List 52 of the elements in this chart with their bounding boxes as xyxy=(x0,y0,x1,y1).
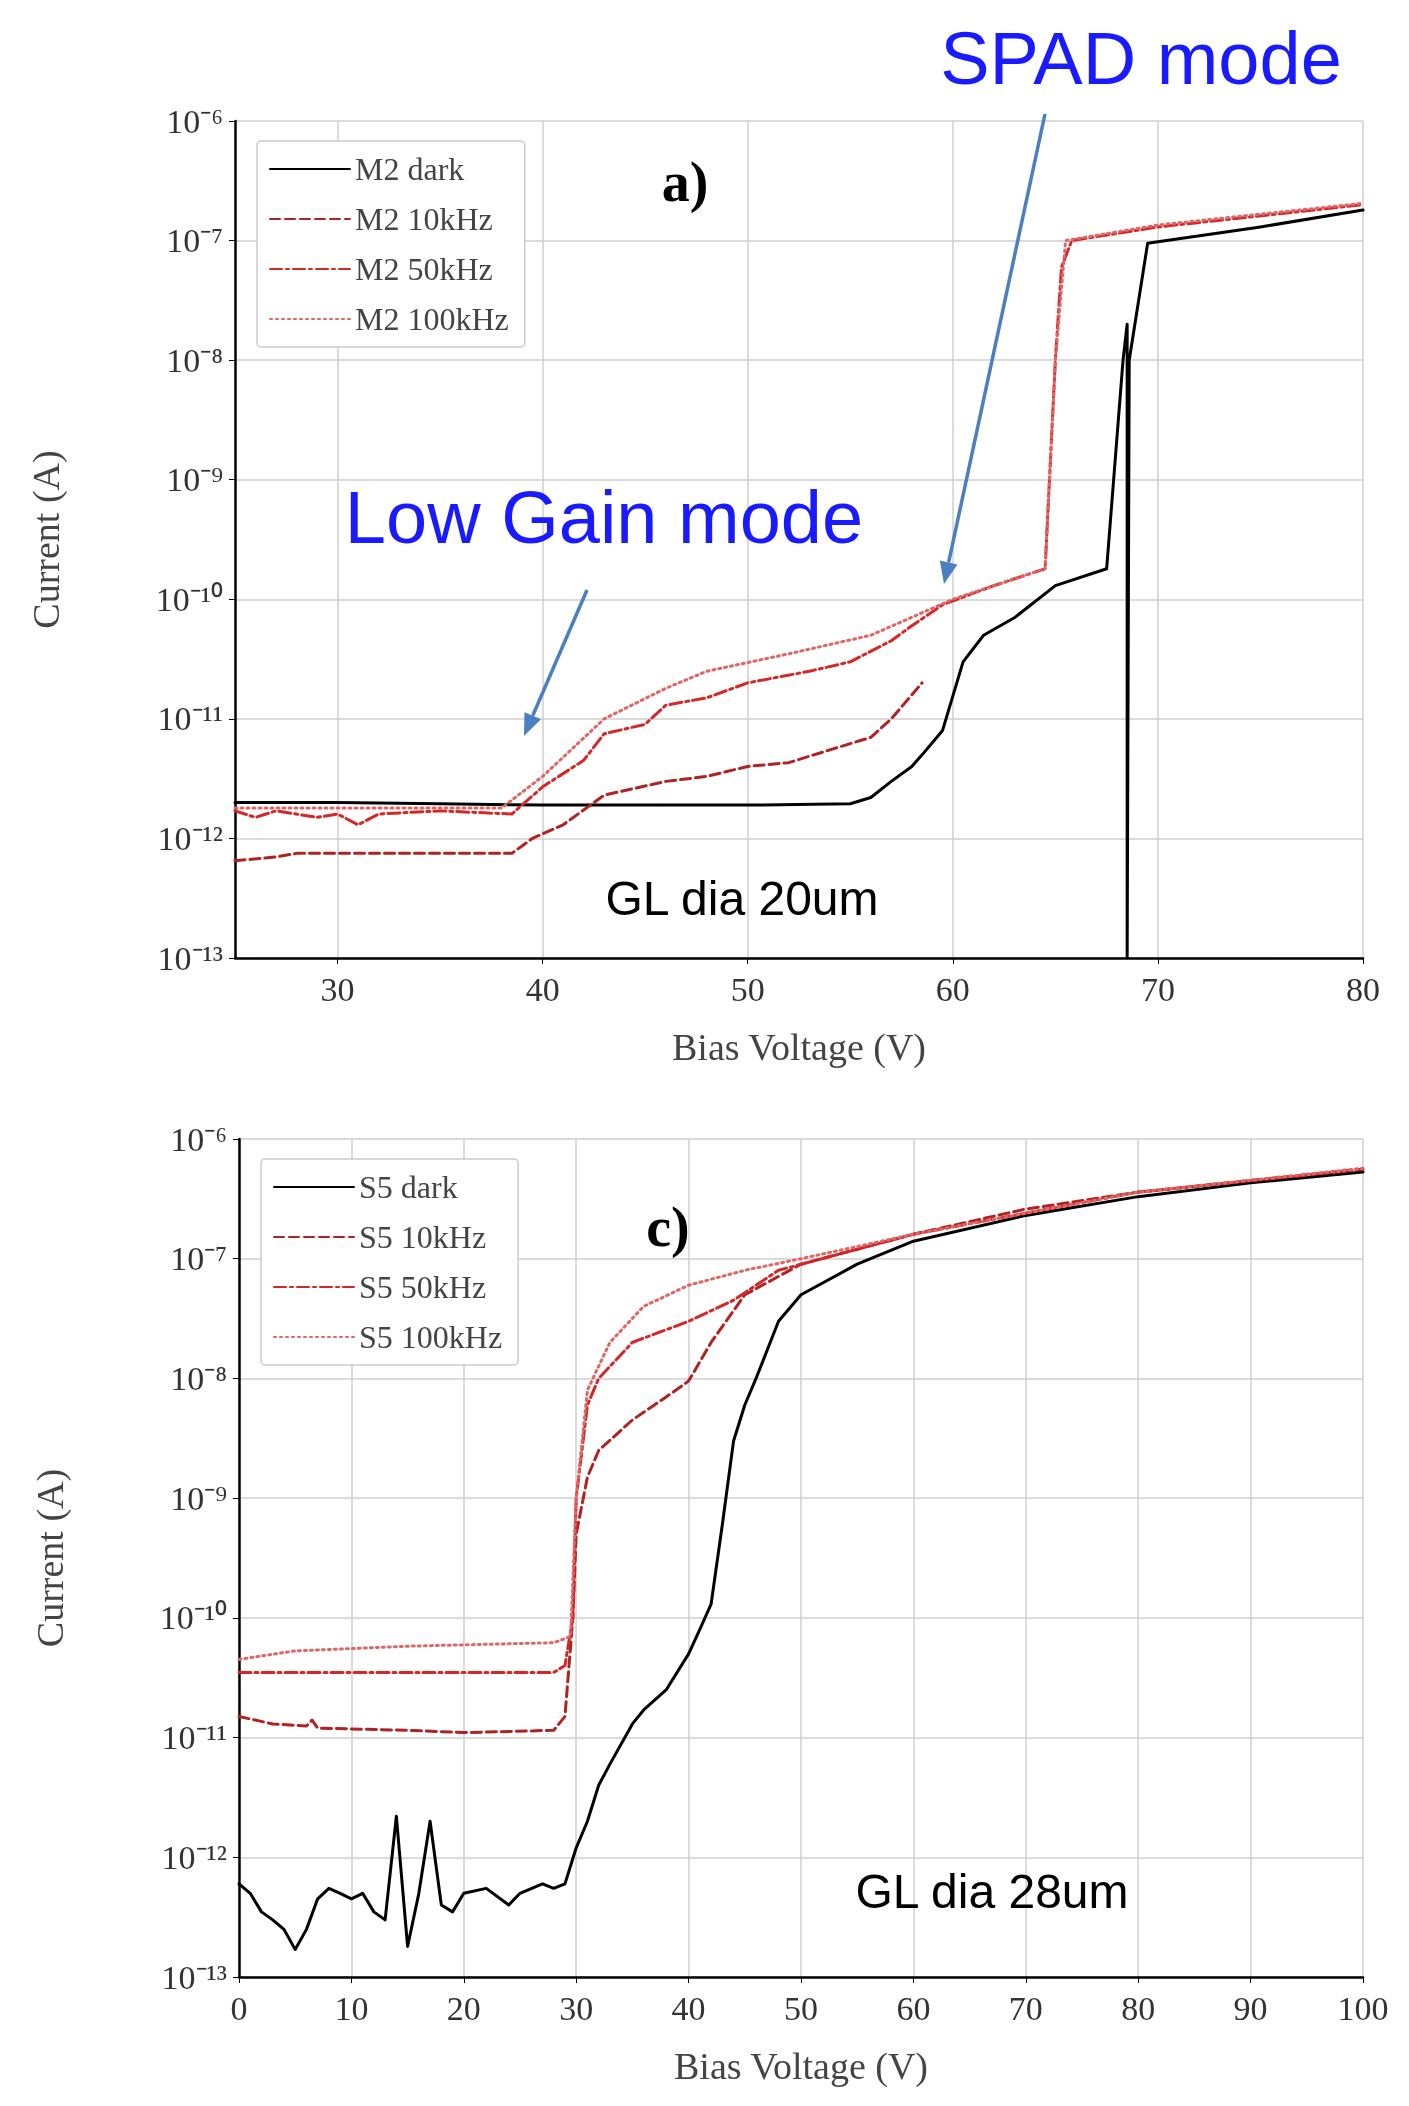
y-tick-label: 10⁻¹³ xyxy=(157,939,223,977)
x-tick-label: 70 xyxy=(1008,1989,1043,2027)
y-tick-label: 10⁻¹⁰ xyxy=(155,580,223,618)
legend-label: M2 10kHz xyxy=(355,201,493,237)
line-series xyxy=(233,681,924,863)
x-tick-label: 80 xyxy=(1121,1989,1156,2027)
annotation: GL dia 20um xyxy=(605,870,879,926)
legend-label: S5 100kHz xyxy=(359,1319,503,1355)
y-axis-title: Current (A) xyxy=(25,450,68,629)
x-tick-label: 40 xyxy=(671,1989,706,2027)
y-tick-label: 10⁻⁸ xyxy=(166,341,223,379)
annotation: Low Gain mode xyxy=(344,474,864,560)
y-tick-label: 10⁻¹⁰ xyxy=(159,1599,227,1637)
legend-label: M2 50kHz xyxy=(355,251,493,287)
x-tick-label: 40 xyxy=(525,970,560,1008)
x-tick-label: 60 xyxy=(896,1989,931,2027)
y-tick-label: 10⁻¹¹ xyxy=(157,700,223,738)
y-tick-label: 10⁻¹² xyxy=(157,819,223,857)
annotation: c) xyxy=(646,1195,690,1259)
legend-label: M2 100kHz xyxy=(355,301,509,337)
y-tick-label: 10⁻⁹ xyxy=(166,461,223,499)
x-tick-label: 50 xyxy=(730,970,765,1008)
x-axis-title: Bias Voltage (V) xyxy=(673,2045,929,2088)
y-tick-label: 10⁻⁸ xyxy=(170,1359,227,1397)
x-tick-label: 50 xyxy=(784,1989,818,2027)
x-tick-label: 0 xyxy=(230,1989,248,2027)
y-tick-label: 10⁻¹¹ xyxy=(161,1719,227,1757)
y-tick-label: 10⁻¹³ xyxy=(161,1958,227,1996)
legend-label: M2 dark xyxy=(355,151,465,187)
legend-label: S5 50kHz xyxy=(359,1269,487,1305)
y-tick-label: 10⁻⁹ xyxy=(170,1479,227,1517)
y-tick-label: 10⁻¹² xyxy=(161,1838,227,1876)
x-tick-label: 60 xyxy=(935,970,970,1008)
x-tick-label: 90 xyxy=(1233,1989,1268,2027)
x-tick-label: 20 xyxy=(446,1989,481,2027)
y-axis-title: Current (A) xyxy=(29,1468,72,1648)
annotation: a) xyxy=(661,150,709,214)
legend-label: S5 10kHz xyxy=(359,1219,487,1255)
y-tick-label: 10⁻⁶ xyxy=(170,1120,227,1158)
x-tick-label: 30 xyxy=(559,1989,594,2027)
x-tick-label: 30 xyxy=(320,970,355,1008)
x-tick-label: 80 xyxy=(1346,970,1380,1008)
legend-label: S5 dark xyxy=(359,1169,458,1205)
x-axis-title: Bias Voltage (V) xyxy=(671,1026,927,1069)
x-tick-label: 70 xyxy=(1140,970,1175,1008)
annotation: GL dia 28um xyxy=(855,1863,1129,1919)
x-tick-label: 10 xyxy=(334,1989,369,2027)
x-tick-label: 100 xyxy=(1337,1989,1389,2027)
text: SPAD mode xyxy=(940,15,1342,101)
y-tick-label: 10⁻⁶ xyxy=(166,102,223,140)
y-tick-label: 10⁻⁷ xyxy=(166,222,223,260)
y-tick-label: 10⁻⁷ xyxy=(170,1240,227,1278)
